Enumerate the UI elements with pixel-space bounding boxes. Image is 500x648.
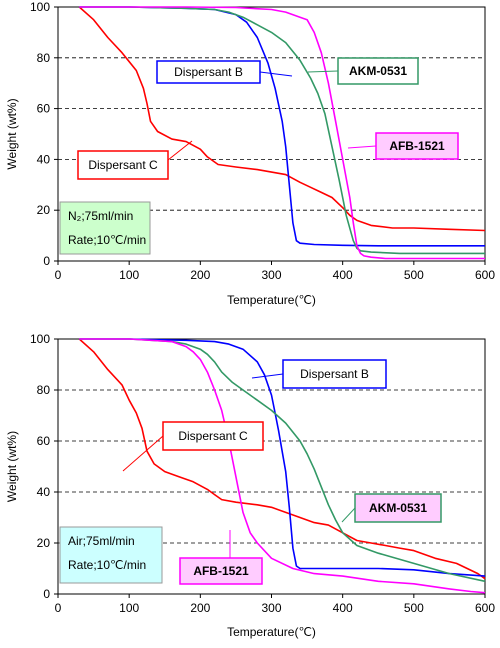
x-tick-label: 100 xyxy=(119,601,139,615)
series-line-akm-0531 xyxy=(79,6,485,255)
y-tick-label: 40 xyxy=(37,485,51,499)
conditions-text: Rate;10℃/min xyxy=(68,233,146,247)
x-tick-label: 200 xyxy=(190,601,210,615)
callout-leader xyxy=(122,435,164,472)
conditions-text: N₂;75ml/min xyxy=(68,209,133,223)
y-tick-label: 100 xyxy=(30,332,50,346)
x-tick-label: 100 xyxy=(119,268,139,282)
x-tick-label: 300 xyxy=(261,601,281,615)
y-tick-label: 20 xyxy=(37,536,51,550)
series-line-afb-1521 xyxy=(79,6,485,260)
callout-box xyxy=(375,132,459,160)
x-tick-label: 200 xyxy=(190,268,210,282)
legend-callout-akm-0531: AKM-0531 xyxy=(341,493,442,523)
x-tick-label: 400 xyxy=(333,601,353,615)
y-tick-label: 80 xyxy=(37,51,51,65)
series-line-dispersant-c xyxy=(78,6,486,232)
callout-box xyxy=(282,359,387,389)
legend-callout-afb-1521: AFB-1521 xyxy=(347,132,459,160)
y-tick-label: 60 xyxy=(37,102,51,116)
x-tick-label: 0 xyxy=(55,601,62,615)
conditions-box-frame xyxy=(59,201,151,255)
y-tick-label: 0 xyxy=(43,254,50,268)
legend-label: Dispersant B xyxy=(174,65,243,79)
callout-box xyxy=(354,493,442,523)
tga-chart-air: 0 20 40 60 80 100 0 100 200 300 400 500 600 Temperatu… xyxy=(5,332,495,639)
legend-label: Dispersant B xyxy=(300,367,369,381)
legend-callout-afb-1521: AFB-1521 xyxy=(179,530,263,585)
conditions-box: Air;75ml/min Rate;10℃/min xyxy=(59,526,163,584)
legend-label: AKM-0531 xyxy=(369,501,427,515)
conditions-box-frame xyxy=(59,526,163,584)
legend-callout-akm-0531: AKM-0531 xyxy=(307,57,419,85)
y-axis-label: Weight (wt%) xyxy=(5,431,19,502)
series-line-akm-0531 xyxy=(79,338,486,583)
tga-chart-nitrogen: 0 20 40 60 80 100 0 100 200 300 400 500 600 Temperatu… xyxy=(5,0,495,307)
y-tick-label: 0 xyxy=(43,587,50,601)
legend-label: AFB-1521 xyxy=(193,564,249,578)
callout-leader xyxy=(307,70,339,73)
callout-box xyxy=(337,57,419,85)
legend-callout-dispersant-c: Dispersant C xyxy=(122,421,264,472)
callout-box xyxy=(77,150,169,180)
legend-label: AFB-1521 xyxy=(389,139,445,153)
legend-callout-dispersant-b: Dispersant B xyxy=(156,60,293,84)
legend-label: Dispersant C xyxy=(178,429,248,443)
y-tick-label: 60 xyxy=(37,434,51,448)
series-line-dispersant-b xyxy=(79,338,486,577)
x-axis-label: Temperature(℃) xyxy=(227,293,316,307)
y-tick-label: 20 xyxy=(37,203,51,217)
callout-leader xyxy=(259,71,293,77)
legend-callout-dispersant-b: Dispersant B xyxy=(251,359,387,389)
conditions-box: N₂;75ml/min Rate;10℃/min xyxy=(59,201,151,255)
conditions-text: Air;75ml/min xyxy=(68,534,135,548)
callout-leader xyxy=(341,507,356,523)
callout-leader xyxy=(347,145,377,149)
y-axis-label: Weight (wt%) xyxy=(5,98,19,169)
callout-leader xyxy=(251,373,284,379)
callout-box xyxy=(162,421,264,451)
x-tick-label: 400 xyxy=(333,268,353,282)
y-tick-label: 40 xyxy=(37,152,51,166)
legend-callout-dispersant-c: Dispersant C xyxy=(77,140,193,180)
callout-box xyxy=(156,60,261,84)
x-axis-label: Temperature(℃) xyxy=(227,625,316,639)
x-tick-label: 300 xyxy=(261,268,281,282)
series-line-dispersant-c xyxy=(78,338,486,580)
legend-label: Dispersant C xyxy=(88,158,158,172)
x-tick-label: 500 xyxy=(404,268,424,282)
legend-label: AKM-0531 xyxy=(349,64,407,78)
callout-box xyxy=(179,557,263,585)
series-line-afb-1521 xyxy=(79,338,486,594)
y-tick-label: 80 xyxy=(37,383,51,397)
x-tick-label: 600 xyxy=(475,601,495,615)
x-tick-label: 600 xyxy=(475,268,495,282)
conditions-text: Rate;10℃/min xyxy=(68,558,146,572)
x-tick-label: 0 xyxy=(55,268,62,282)
x-tick-label: 500 xyxy=(404,601,424,615)
y-tick-label: 100 xyxy=(30,0,50,14)
callout-leader xyxy=(167,140,193,161)
